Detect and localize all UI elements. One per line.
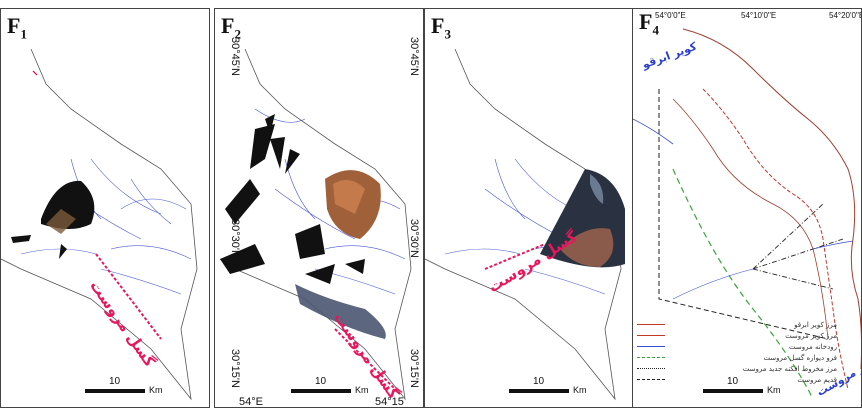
drainage-network xyxy=(20,158,192,295)
legend-swatch xyxy=(637,324,665,325)
legend-swatch xyxy=(637,357,665,358)
legend-row: مرز کویر مروست xyxy=(637,330,837,341)
scale-bar-f1: 10 Km xyxy=(85,376,175,403)
legend-swatch xyxy=(637,379,665,380)
scale-bar-f2: 10 Km xyxy=(291,376,381,403)
legend-row: مرز مخروط افکنه جدید مروست xyxy=(637,363,837,374)
map-panel-f4: F4 54°0'0"E 54°10'0"E 54°20'0"E کویر ابر… xyxy=(632,8,862,408)
panel-label-f1: F1 xyxy=(7,13,27,42)
new-fan-border xyxy=(752,203,844,290)
map-panel-f3: F3 گسل مروست 10 Km xyxy=(424,8,634,408)
panel-label-f4: F4 xyxy=(639,9,659,38)
panel-label-f2: F2 xyxy=(221,13,241,42)
marvast-river xyxy=(633,118,854,250)
f2-map-svg xyxy=(219,48,412,401)
fault-line xyxy=(484,243,546,270)
lon-label-right: 54°15 xyxy=(375,396,404,408)
map-panel-f2: F2 30°45'N 30°45'N 30°30'N 30°30'N 30°15… xyxy=(214,8,424,408)
panel-label-f3: F3 xyxy=(431,13,451,42)
dark-fan-polygons xyxy=(220,114,365,284)
legend-row: مرز کویر ابرقو xyxy=(637,319,837,330)
f4-map-svg xyxy=(633,28,861,400)
legend-swatch xyxy=(637,346,665,347)
fan-colored xyxy=(560,228,614,267)
f4-lon-label-2: 54°10'0"E xyxy=(741,11,777,20)
marvast-desert-border xyxy=(702,88,849,390)
scale-bar-f4: 10 Km xyxy=(703,376,793,403)
fault-hanging-wall xyxy=(672,168,814,400)
basin-outline xyxy=(1,48,198,401)
scale-bar-f3: 10 Km xyxy=(509,376,599,403)
f4-lon-label-3: 54°20'0"E xyxy=(829,11,862,20)
legend-row: قدیم مروست xyxy=(637,374,837,385)
fault-line xyxy=(334,328,401,395)
old-fan-border xyxy=(658,89,829,340)
legend-swatch xyxy=(637,368,665,369)
legend-swatch xyxy=(637,335,665,336)
f4-lon-label-1: 54°0'0"E xyxy=(655,11,686,20)
lon-label-left: 54°E xyxy=(239,396,263,408)
f4-legend: مرز کویر ابرقو مرز کویر مروست رودخانه مر… xyxy=(637,319,837,385)
legend-row: رودخانه مروست xyxy=(637,341,837,352)
fault-line xyxy=(95,253,162,340)
f3-map-svg xyxy=(425,48,625,401)
map-panel-f1: F1 گسل مروست 10 Km xyxy=(0,8,210,408)
legend-row: فرو دیواره گسل مروست xyxy=(637,352,837,363)
abarkooh-desert-border xyxy=(682,28,861,369)
f1-map-svg xyxy=(1,48,198,401)
